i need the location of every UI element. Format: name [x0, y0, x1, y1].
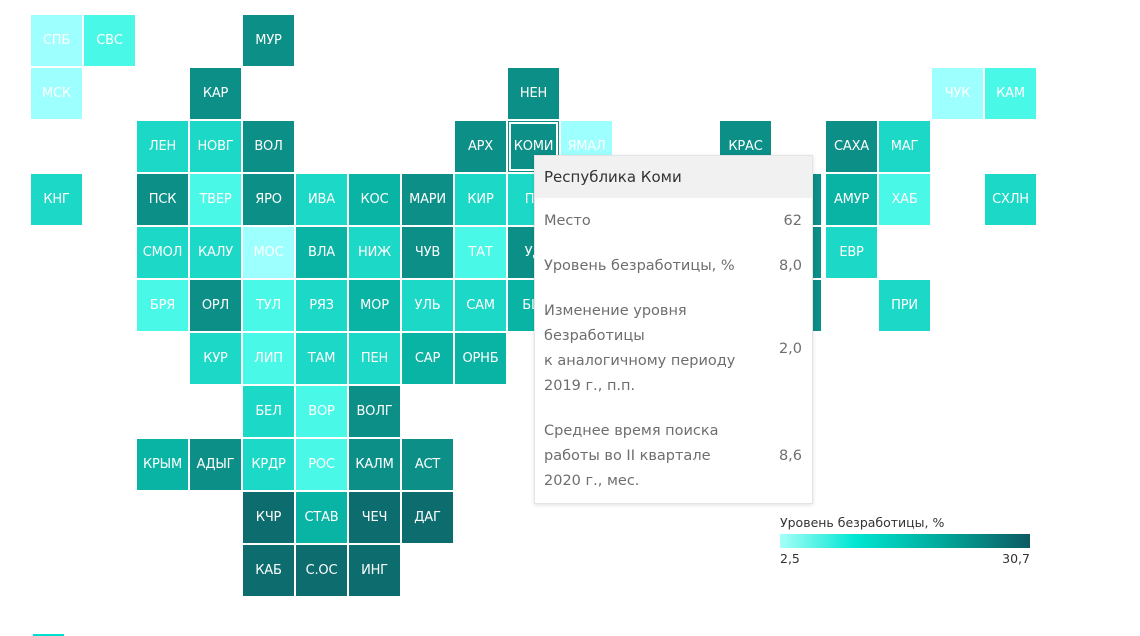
region-tile[interactable]: ЛИП — [243, 333, 294, 384]
region-tile[interactable]: КРДР — [243, 439, 294, 490]
tooltip-value: 62 — [783, 213, 802, 229]
region-tile[interactable]: КЧР — [243, 492, 294, 543]
region-tile[interactable]: ХАБ — [879, 174, 930, 225]
tooltip-value: 2,0 — [778, 340, 802, 357]
scroll-indicator — [33, 634, 64, 636]
region-tile[interactable]: ТВЕР — [190, 174, 241, 225]
region-tile[interactable]: КАЛМ — [349, 439, 400, 490]
region-tile[interactable]: ИВА — [296, 174, 347, 225]
region-tile[interactable]: БЕЛ — [243, 386, 294, 437]
region-tile[interactable]: ПСК — [137, 174, 188, 225]
region-tile[interactable]: ТУЛ — [243, 280, 294, 331]
region-tile[interactable]: СМОЛ — [137, 227, 188, 278]
region-tile[interactable]: КАБ — [243, 545, 294, 596]
region-tooltip: Республика Коми Место 62 Уровень безрабо… — [534, 155, 813, 504]
tooltip-row-rank: Место 62 — [544, 209, 802, 234]
region-tile[interactable]: ДАГ — [402, 492, 453, 543]
region-tile[interactable]: САР — [402, 333, 453, 384]
region-tile-partial[interactable] — [813, 227, 821, 278]
region-tile[interactable]: СПБ — [31, 15, 82, 66]
region-tile[interactable]: ЧУВ — [402, 227, 453, 278]
region-tile[interactable]: КАМ — [985, 68, 1036, 119]
region-tile[interactable]: НИЖ — [349, 227, 400, 278]
tooltip-row-search-time: Среднее время поиска работы во II кварта… — [544, 419, 802, 494]
region-tile-partial[interactable] — [813, 280, 821, 331]
region-tile[interactable]: ОРНБ — [455, 333, 506, 384]
region-tile[interactable]: НОВГ — [190, 121, 241, 172]
tooltip-label: Место — [544, 213, 591, 229]
region-tile[interactable]: КАР — [190, 68, 241, 119]
tooltip-value: 8,6 — [778, 448, 802, 464]
region-tile[interactable]: АДЫГ — [190, 439, 241, 490]
region-tile[interactable]: КУР — [190, 333, 241, 384]
region-tile[interactable]: КОС — [349, 174, 400, 225]
tooltip-label: Среднее время поиска работы во II кварта… — [544, 423, 719, 489]
region-tile[interactable]: МАГ — [879, 121, 930, 172]
region-tile[interactable]: МАРИ — [402, 174, 453, 225]
region-tile[interactable]: ВЛА — [296, 227, 347, 278]
region-tile[interactable]: МСК — [31, 68, 82, 119]
region-tile-partial[interactable] — [813, 174, 821, 225]
region-tile[interactable]: ВОЛ — [243, 121, 294, 172]
region-tile[interactable]: ТАМ — [296, 333, 347, 384]
region-tile[interactable]: ТАТ — [455, 227, 506, 278]
color-legend: Уровень безработицы, % 2,5 30,7 — [780, 515, 1032, 570]
region-tile[interactable]: МОС — [243, 227, 294, 278]
region-tile[interactable]: ЧУК — [932, 68, 983, 119]
region-tile[interactable]: СВС — [84, 15, 135, 66]
region-tile[interactable]: САМ — [455, 280, 506, 331]
region-tile[interactable]: АСТ — [402, 439, 453, 490]
region-tile[interactable]: БРЯ — [137, 280, 188, 331]
region-tile[interactable]: МУР — [243, 15, 294, 66]
tooltip-row-change: Изменение уровня безработицы к аналогичн… — [544, 299, 802, 399]
legend-title: Уровень безработицы, % — [780, 515, 945, 530]
region-tile[interactable]: НЕН — [508, 68, 559, 119]
region-tile[interactable]: АРХ — [455, 121, 506, 172]
region-tile[interactable]: АМУР — [826, 174, 877, 225]
region-tile[interactable]: КРЫМ — [137, 439, 188, 490]
region-tile[interactable]: УЛЬ — [402, 280, 453, 331]
legend-max-label: 30,7 — [1002, 551, 1030, 566]
region-tile[interactable]: ЛЕН — [137, 121, 188, 172]
region-tile[interactable]: ПРИ — [879, 280, 930, 331]
region-tile[interactable]: ПЕН — [349, 333, 400, 384]
region-tile[interactable]: ВОЛГ — [349, 386, 400, 437]
region-tile[interactable]: КИР — [455, 174, 506, 225]
legend-gradient-bar — [780, 534, 1030, 548]
region-tile[interactable]: С.ОС — [296, 545, 347, 596]
region-tile[interactable]: ЕВР — [826, 227, 877, 278]
region-tile[interactable]: РЯЗ — [296, 280, 347, 331]
region-tile[interactable]: КОМИ — [508, 121, 559, 172]
region-tile[interactable]: ЧЕЧ — [349, 492, 400, 543]
tooltip-label: Уровень безработицы, % — [544, 258, 735, 274]
region-tile[interactable]: КАЛУ — [190, 227, 241, 278]
region-tile[interactable]: КНГ — [31, 174, 82, 225]
tooltip-value: 8,0 — [778, 258, 802, 274]
region-tile[interactable]: ЯРО — [243, 174, 294, 225]
region-tile[interactable]: РОС — [296, 439, 347, 490]
region-tile[interactable]: СТАВ — [296, 492, 347, 543]
legend-min-label: 2,5 — [780, 551, 800, 566]
region-tile[interactable]: МОР — [349, 280, 400, 331]
region-tile[interactable]: ОРЛ — [190, 280, 241, 331]
region-tile[interactable]: САХА — [826, 121, 877, 172]
tooltip-row-unemployment: Уровень безработицы, % 8,0 — [544, 254, 802, 279]
region-tile[interactable]: СХЛН — [985, 174, 1036, 225]
tooltip-title: Республика Коми — [535, 156, 812, 198]
region-tile[interactable]: ИНГ — [349, 545, 400, 596]
region-tile[interactable]: ВОР — [296, 386, 347, 437]
tooltip-label: Изменение уровня безработицы к аналогичн… — [544, 303, 736, 394]
